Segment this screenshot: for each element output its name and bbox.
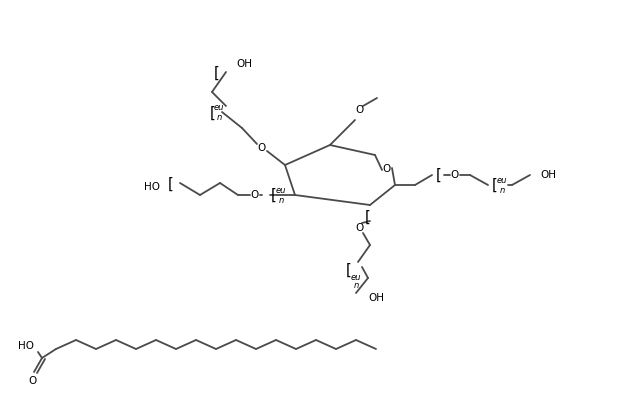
Text: eu: eu [351,273,361,281]
Text: [: [ [346,262,352,278]
Text: OH: OH [236,59,252,69]
Text: O: O [356,223,364,233]
Text: [: [ [365,210,371,225]
Text: HO: HO [144,182,160,192]
Text: [: [ [492,178,498,192]
Text: O: O [28,376,36,386]
Text: [: [ [168,176,174,192]
Text: O: O [356,105,364,115]
Text: O: O [258,143,266,153]
Text: eu: eu [214,102,224,111]
Text: [: [ [436,168,442,183]
Text: OH: OH [368,293,384,303]
Text: [: [ [271,187,277,202]
Text: OH: OH [540,170,556,180]
Text: O: O [383,164,391,174]
Text: n: n [499,186,505,194]
Text: [: [ [214,66,220,81]
Text: HO: HO [18,341,34,351]
Text: n: n [216,113,222,121]
Text: n: n [278,195,283,205]
Text: eu: eu [276,186,286,194]
Text: O: O [251,190,259,200]
Text: O: O [451,170,459,180]
Text: [: [ [210,105,216,121]
Text: n: n [354,281,359,289]
Text: eu: eu [497,176,507,184]
